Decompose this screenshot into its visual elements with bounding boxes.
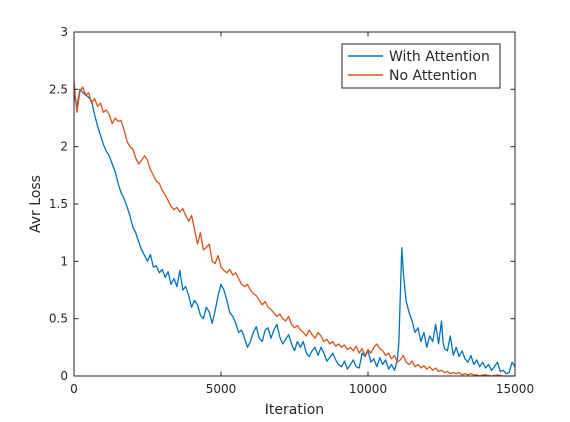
series-line-with-attention [73,88,516,375]
legend-label-no-attention: No Attention [389,68,477,84]
x-tick-label: 10000 [349,382,387,396]
y-tick-label: 2 [60,140,68,154]
y-tick-label: 2.5 [49,82,68,96]
series-line-no-attention [73,81,515,377]
x-tick-label: 15000 [496,382,534,396]
y-axis-label: Avr Loss [28,175,44,233]
x-tick-label: 5000 [206,382,237,396]
y-tick-label: 3 [60,25,68,39]
legend: With Attention No Attention [341,43,501,89]
x-tick-label: 0 [70,382,78,396]
y-tick-label: 0 [60,369,68,383]
legend-box [341,43,501,89]
series-layer [73,81,516,377]
y-tick-label: 1.5 [49,197,68,211]
x-axis-label: Iteration [265,402,324,418]
legend-label-with-attention: With Attention [389,49,490,65]
tick-layer: 0 5000 10000 15000 0 0.5 1 1.5 2 2.5 3 [49,25,534,396]
y-tick-label: 0.5 [49,312,68,326]
y-tick-label: 1 [60,254,68,268]
plot-area [74,32,515,376]
plot-background [74,32,515,376]
